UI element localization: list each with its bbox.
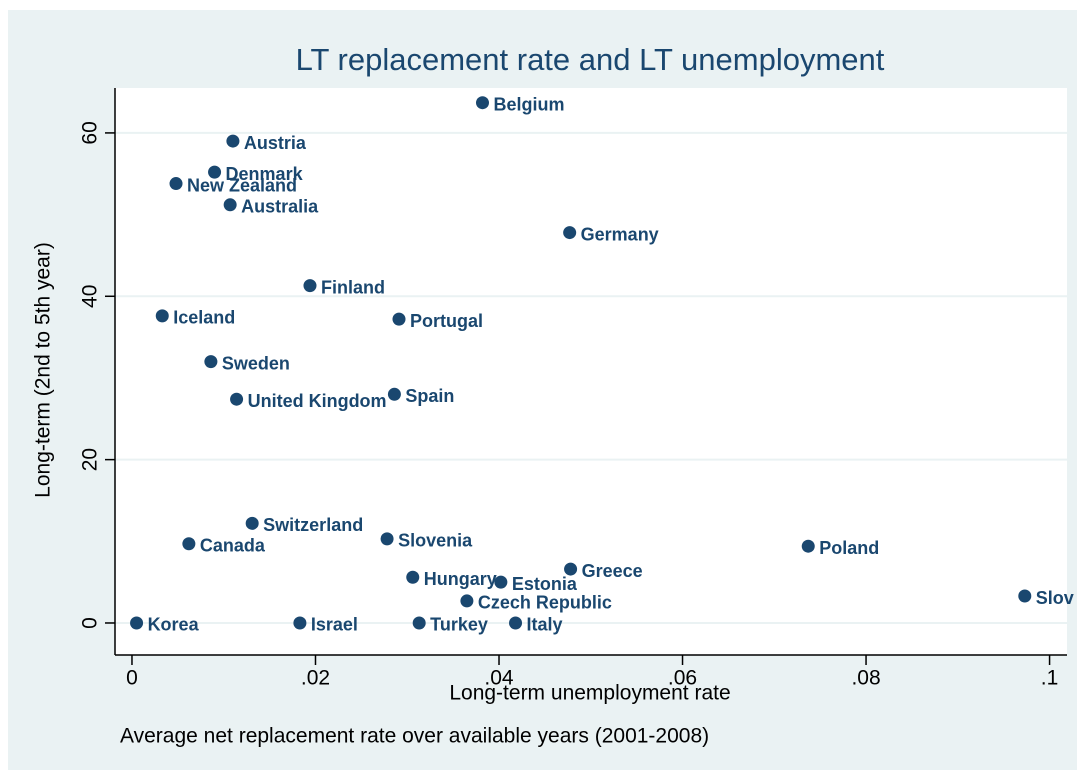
point (412, 616, 426, 630)
point-label: Israel (311, 615, 358, 635)
point (293, 616, 307, 630)
point-label: Belgium (493, 94, 564, 114)
y-tick-label: 0 (79, 617, 102, 629)
point (204, 355, 218, 369)
point (509, 616, 523, 630)
point (406, 570, 420, 584)
point-label: Germany (581, 224, 659, 244)
point (460, 594, 474, 608)
point-label: Greece (582, 561, 643, 581)
point (303, 279, 317, 293)
point-label: Austria (244, 133, 307, 153)
point-label: Slovenia (398, 531, 473, 551)
y-tick-label: 20 (79, 448, 102, 471)
point (223, 198, 237, 212)
point-label: Turkey (430, 615, 488, 635)
point (475, 96, 489, 110)
point-label: Spain (405, 386, 454, 406)
point (392, 312, 406, 326)
point-label: Australia (241, 197, 319, 217)
point (494, 575, 508, 589)
x-tick-label: .04 (484, 667, 514, 690)
y-tick-label: 40 (79, 285, 102, 308)
point (387, 387, 401, 401)
point (563, 226, 577, 240)
x-tick-label: .08 (851, 667, 880, 690)
point-label: Finland (321, 277, 385, 297)
point-label: United Kingdom (248, 391, 387, 411)
point (380, 532, 394, 546)
point (208, 165, 222, 179)
point-label: Denmark (226, 164, 304, 184)
point (230, 392, 244, 406)
point-label: Iceland (173, 308, 235, 328)
x-tick-label: 0 (126, 667, 138, 690)
point-label: Poland (819, 538, 879, 558)
y-axis-title: Long-term (2nd to 5th year) (32, 242, 55, 498)
point (226, 134, 240, 148)
point (564, 562, 578, 576)
point-label: Canada (200, 536, 266, 556)
point-label: Korea (148, 615, 200, 635)
x-tick-label: .02 (301, 667, 330, 690)
point-label: Sweden (222, 353, 290, 373)
point-label: Switzerland (263, 515, 363, 535)
point (155, 309, 169, 323)
chart-title: LT replacement rate and LT unemployment (296, 42, 885, 77)
point-label: Estonia (512, 574, 578, 594)
point (245, 516, 259, 530)
point (1018, 589, 1032, 603)
point-label: Italy (527, 615, 563, 635)
point (169, 177, 183, 191)
point-label: Slov (1036, 588, 1074, 608)
plot-region (115, 88, 1067, 655)
point (182, 537, 196, 551)
x-tick-label: .1 (1041, 667, 1059, 690)
point-label: Hungary (424, 569, 497, 589)
point (801, 539, 815, 553)
note: Average net replacement rate over availa… (120, 725, 709, 748)
x-tick-label: .06 (668, 667, 697, 690)
point-label: New Zealand (187, 175, 297, 195)
point-label: Czech Republic (478, 593, 612, 613)
point (130, 616, 144, 630)
point-label: Portugal (410, 311, 483, 331)
x-axis-title: Long-term unemployment rate (449, 682, 730, 705)
y-tick-label: 60 (79, 121, 102, 144)
